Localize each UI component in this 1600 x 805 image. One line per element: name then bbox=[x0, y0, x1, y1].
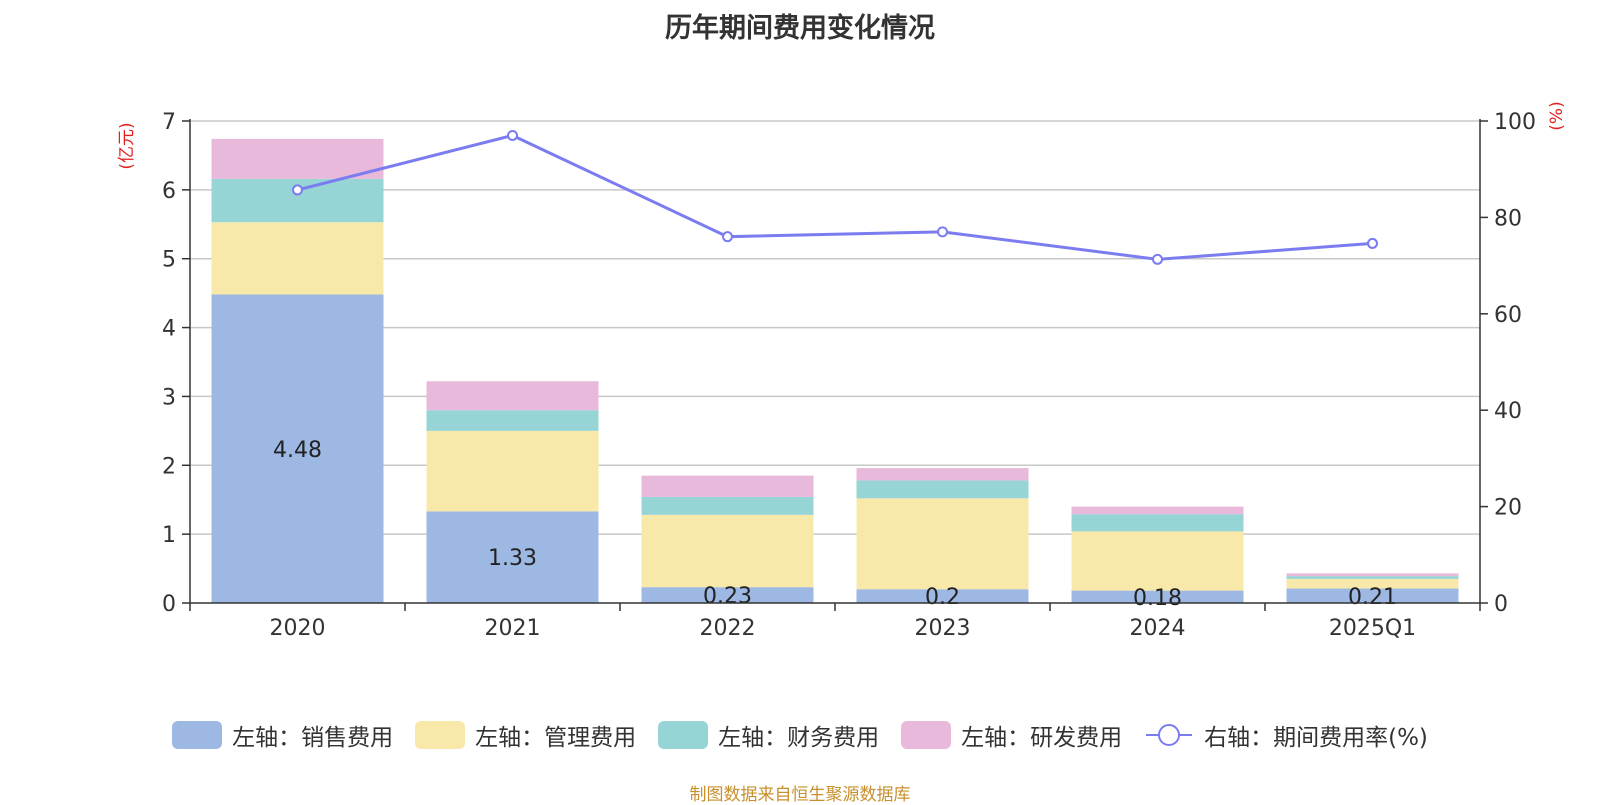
y-right-tick-label: 40 bbox=[1494, 399, 1522, 424]
legend-item-sales[interactable]: 左轴：销售费用 bbox=[172, 718, 393, 752]
bar-segment-rnd bbox=[856, 468, 1029, 481]
bar-data-label: 0.18 bbox=[1133, 586, 1182, 611]
bar-segment-admin bbox=[641, 514, 814, 588]
y-right-tick-label: 100 bbox=[1494, 110, 1536, 135]
bar-segment-admin bbox=[856, 498, 1029, 590]
bar-segment-rnd bbox=[211, 138, 384, 179]
y-left-axis-label: (亿元) bbox=[117, 122, 137, 169]
bar-segment-rnd bbox=[1071, 506, 1244, 515]
legend: 左轴：销售费用 左轴：管理费用 左轴：财务费用 左轴：研发费用 右轴：期间费用率… bbox=[0, 718, 1600, 752]
legend-label-rnd: 左轴：研发费用 bbox=[961, 725, 1123, 751]
rate-line bbox=[297, 133, 1373, 261]
x-tick-label: 2025Q1 bbox=[1329, 616, 1416, 641]
legend-label-admin: 左轴：管理费用 bbox=[475, 725, 637, 751]
rate-point bbox=[937, 226, 948, 238]
bar-segment-sales bbox=[641, 587, 814, 603]
bar-segment-sales bbox=[856, 589, 1029, 603]
x-tick-label: 2022 bbox=[700, 616, 756, 641]
legend-item-finance[interactable]: 左轴：财务费用 bbox=[658, 718, 879, 752]
legend-line-circle-icon bbox=[1146, 724, 1193, 746]
rate-point bbox=[722, 231, 733, 243]
legend-item-rate[interactable]: 右轴：期间费用率(%) bbox=[1144, 718, 1428, 752]
y-left-tick-label: 6 bbox=[162, 179, 176, 204]
bar-data-label: 0.2 bbox=[925, 585, 960, 610]
bar-segment-sales bbox=[426, 511, 599, 603]
y-right-tick-label: 80 bbox=[1494, 206, 1522, 231]
x-tick-label: 2021 bbox=[485, 616, 541, 641]
rate-point bbox=[292, 184, 303, 196]
bar-segment-admin bbox=[211, 222, 384, 295]
rate-point bbox=[1367, 237, 1378, 249]
chart-title: 历年期间费用变化情况 bbox=[665, 13, 935, 44]
bar-segment-finance bbox=[1071, 514, 1244, 532]
legend-label-sales: 左轴：销售费用 bbox=[232, 725, 394, 751]
y-left-tick-label: 1 bbox=[162, 523, 176, 548]
legend-label-rate: 右轴：期间费用率(%) bbox=[1204, 725, 1428, 751]
bar-segment-rnd bbox=[641, 475, 814, 497]
bar-segment-finance bbox=[641, 496, 814, 515]
bar-segment-finance bbox=[856, 480, 1029, 499]
legend-item-rnd[interactable]: 左轴：研发费用 bbox=[901, 718, 1122, 752]
legend-swatch-finance bbox=[658, 721, 709, 749]
bar-segment-finance bbox=[426, 410, 599, 431]
bar-segment-sales bbox=[1286, 588, 1459, 603]
data-source: 制图数据来自恒生聚源数据库 bbox=[689, 785, 911, 805]
x-tick-label: 2023 bbox=[915, 616, 971, 641]
y-left-tick-label: 7 bbox=[162, 110, 176, 135]
bar-data-label: 0.21 bbox=[1348, 585, 1397, 610]
y-left-tick-label: 5 bbox=[162, 248, 176, 273]
chart-canvas: 0 1 2 3 4 5 6 7 0 20 40 60 80 100 (亿元) (%) 4.48 1.33 0.23 0… bbox=[117, 101, 1567, 641]
rate-point bbox=[1152, 253, 1163, 265]
y-right-axis-label: (%) bbox=[1547, 101, 1567, 130]
bar-data-label: 4.48 bbox=[273, 438, 322, 463]
rate-point bbox=[507, 129, 518, 141]
y-right-tick-label: 20 bbox=[1494, 496, 1522, 521]
bar-segment-finance bbox=[1286, 576, 1459, 579]
y-right-tick-label: 60 bbox=[1494, 303, 1522, 328]
legend-item-admin[interactable]: 左轴：管理费用 bbox=[415, 718, 636, 752]
y-left-tick-label: 3 bbox=[162, 385, 176, 410]
legend-swatch-admin bbox=[415, 721, 466, 749]
legend-label-finance: 左轴：财务费用 bbox=[718, 725, 880, 751]
legend-swatch-sales bbox=[172, 721, 223, 749]
y-right-tick-label: 0 bbox=[1494, 592, 1508, 617]
y-left-tick-label: 4 bbox=[162, 317, 176, 342]
x-tick-label: 2024 bbox=[1130, 616, 1186, 641]
bar-segment-admin bbox=[1286, 578, 1459, 589]
bar-data-label: 1.33 bbox=[488, 546, 537, 571]
y-left-tick-label: 0 bbox=[162, 592, 176, 617]
bar-segment-rnd bbox=[426, 381, 599, 411]
bar-segment-admin bbox=[426, 430, 599, 512]
bar-data-label: 0.23 bbox=[703, 584, 752, 609]
bar-segment-admin bbox=[1071, 531, 1244, 591]
bar-segment-rnd bbox=[1286, 573, 1459, 577]
bar-segment-sales bbox=[1071, 590, 1244, 603]
y-left-tick-label: 2 bbox=[162, 454, 176, 479]
bar-segment-sales bbox=[211, 294, 384, 603]
legend-swatch-rnd bbox=[901, 721, 952, 749]
x-tick-label: 2020 bbox=[270, 616, 326, 641]
